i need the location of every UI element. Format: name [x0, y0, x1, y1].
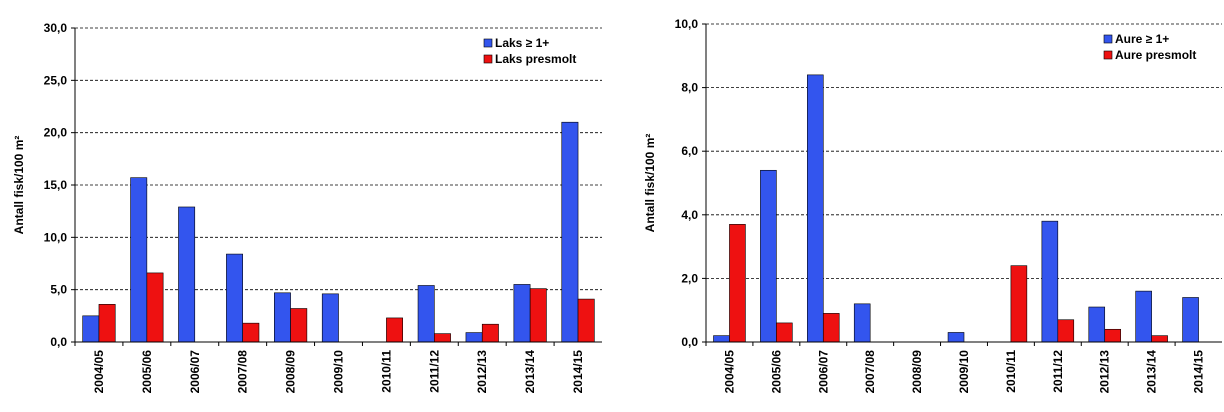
bar [82, 315, 100, 343]
y-tick-label: 30,0 [44, 21, 68, 35]
x-tick-label: 2007/08 [236, 350, 250, 394]
legend-label: Laks ≥ 1+ [495, 36, 549, 50]
legend-swatch [483, 54, 493, 64]
bar [1151, 335, 1168, 343]
bar [178, 206, 196, 343]
bar [947, 332, 965, 343]
legend-swatch [483, 38, 493, 48]
y-tick-label: 10,0 [675, 17, 699, 31]
x-tick-label: 2012/13 [475, 350, 489, 394]
x-tick-label: 2008/09 [284, 350, 298, 394]
x-tick-label: 2008/09 [910, 350, 924, 394]
bar [1088, 306, 1106, 343]
bar [577, 298, 595, 343]
legend-label: Aure ≥ 1+ [1115, 32, 1169, 46]
bar [1010, 265, 1028, 343]
legend-label: Laks presmolt [495, 52, 576, 66]
y-tick-label: 10,0 [44, 230, 68, 244]
bar [417, 285, 435, 343]
legend-swatch [1103, 34, 1113, 44]
y-tick-label: 20,0 [44, 126, 68, 140]
bar [729, 224, 746, 343]
y-tick-label: 8,0 [681, 81, 698, 95]
bar [807, 74, 824, 343]
x-tick-label: 2010/11 [1004, 350, 1018, 393]
bar [242, 322, 260, 343]
x-tick-label: 2013/14 [523, 350, 537, 394]
bar [290, 308, 308, 343]
x-tick-label: 2013/14 [1145, 350, 1159, 394]
y-tick-label: 15,0 [44, 178, 68, 192]
x-tick-label: 2004/05 [722, 350, 736, 394]
bar [130, 177, 148, 343]
bar [226, 253, 243, 343]
y-tick-label: 2,0 [681, 271, 698, 285]
bar [1104, 328, 1121, 343]
y-tick-label: 4,0 [681, 208, 698, 222]
x-tick-label: 2014/15 [571, 350, 585, 394]
bar [98, 304, 116, 343]
bar [481, 323, 499, 343]
x-tick-label: 2014/15 [1192, 350, 1206, 394]
bar [1182, 297, 1199, 343]
bar [274, 292, 291, 343]
bar [434, 333, 451, 343]
bar [760, 169, 777, 343]
bar [1135, 290, 1152, 343]
bar [513, 284, 531, 343]
y-tick-label: 6,0 [681, 144, 698, 158]
y-axis-label: Antall fisk/100 m² [643, 134, 657, 233]
x-tick-label: 2005/06 [769, 350, 783, 394]
bar [561, 121, 579, 343]
x-tick-label: 2010/11 [379, 350, 393, 393]
y-tick-label: 5,0 [50, 283, 67, 297]
x-tick-label: 2009/10 [332, 350, 346, 394]
x-tick-label: 2007/08 [863, 350, 877, 394]
x-tick-label: 2011/12 [427, 350, 441, 393]
x-tick-label: 2011/12 [1051, 350, 1065, 393]
x-tick-label: 2006/07 [188, 350, 202, 394]
bar [1057, 319, 1075, 343]
x-tick-label: 2005/06 [140, 350, 154, 394]
bar [386, 317, 403, 343]
y-tick-label: 25,0 [44, 73, 68, 87]
y-tick-label: 0,0 [681, 335, 698, 349]
bar [465, 332, 483, 343]
bar [321, 293, 339, 343]
y-tick-label: 0,0 [50, 335, 67, 349]
y-axis-label: Antall fisk/100 m² [12, 136, 26, 235]
chart: 0,0 5,0 10,0 15,0 20,0 25,0 30,0 2004/05 2005/06… [12, 21, 602, 393]
legend-label: Aure presmolt [1115, 48, 1196, 62]
bar [853, 303, 871, 343]
chart: 0,0 2,0 4,0 6,0 8,0 10,0 2004/05 2005/06 2006/07… [643, 17, 1222, 393]
bar [776, 322, 793, 343]
bar [1041, 220, 1059, 343]
bar [822, 313, 840, 343]
x-tick-label: 2009/10 [957, 350, 971, 394]
bar [529, 288, 547, 343]
x-tick-label: 2004/05 [92, 350, 106, 394]
bar [146, 272, 164, 343]
x-tick-label: 2012/13 [1098, 350, 1112, 394]
legend-swatch [1103, 50, 1113, 60]
x-tick-label: 2006/07 [816, 350, 830, 394]
bar [713, 335, 730, 343]
